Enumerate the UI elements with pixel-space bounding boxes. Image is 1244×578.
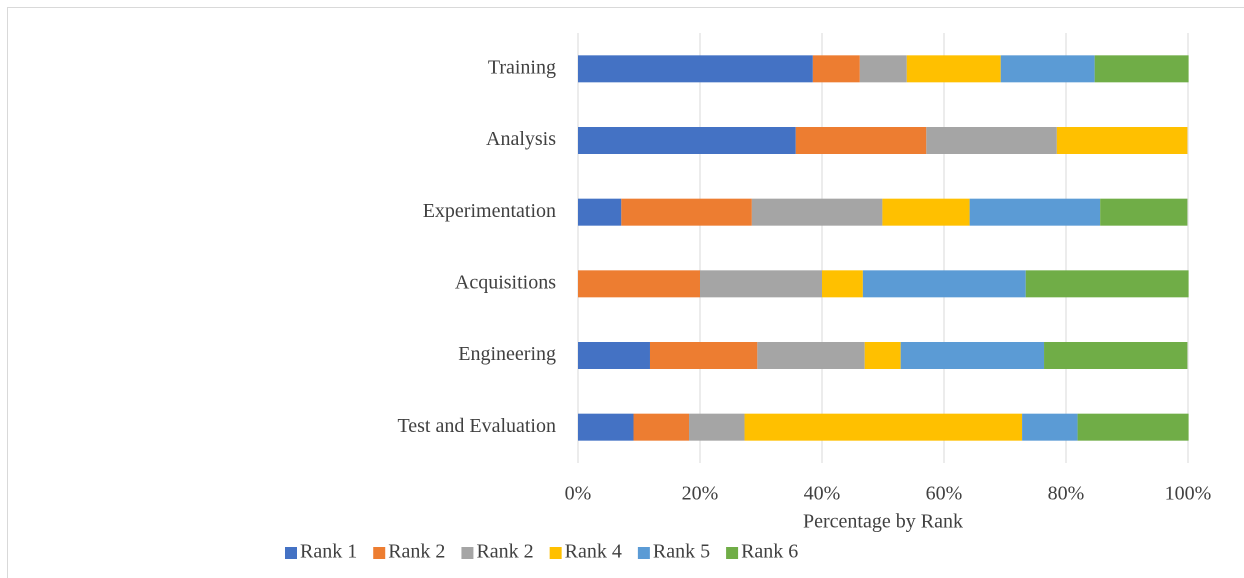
bar-segment	[900, 342, 1045, 369]
bar-segment	[859, 55, 907, 83]
x-tick-label: 20%	[682, 483, 719, 505]
bar-segment	[812, 55, 860, 83]
bar-segment	[969, 198, 1101, 226]
bar-segment	[906, 55, 1001, 83]
y-tick-label: Experimentation	[423, 200, 556, 222]
bar-segment	[822, 270, 863, 298]
bar-segment	[1022, 413, 1078, 441]
y-tick-label: Acquisitions	[455, 271, 556, 293]
y-tick-label: Training	[488, 56, 556, 78]
legend-swatch	[461, 547, 474, 559]
bar-segment	[795, 127, 927, 154]
bar-segment	[744, 413, 1023, 441]
bar-segment	[882, 198, 970, 226]
bar-segment	[1025, 270, 1189, 298]
y-tick-label: Engineering	[458, 343, 556, 365]
bar-segment	[578, 270, 700, 298]
legend-label: Rank 5	[653, 541, 710, 563]
x-tick-label: 100%	[1165, 483, 1212, 505]
bar-segment	[864, 342, 901, 369]
bar-segment	[621, 198, 752, 226]
x-tick-label: 0%	[565, 483, 592, 505]
bar-segment	[1100, 198, 1188, 226]
legend-label: Rank 2	[476, 541, 533, 563]
chart-border	[7, 7, 1244, 578]
legend-label: Rank 6	[741, 541, 798, 563]
bar-segment	[578, 413, 634, 441]
bar-segment	[649, 342, 758, 369]
legend-swatch	[637, 547, 650, 559]
bar-segment	[1056, 127, 1188, 154]
legend-label: Rank 4	[565, 541, 622, 563]
legend-swatch	[549, 547, 562, 559]
x-tick-label: 60%	[926, 483, 963, 505]
y-tick-label: Analysis	[486, 128, 556, 150]
legend-label: Rank 2	[388, 541, 445, 563]
x-axis-label: Percentage by Rank	[803, 511, 963, 533]
bar-segment	[1044, 342, 1188, 369]
x-tick-label: 80%	[1048, 483, 1085, 505]
bar-segment	[751, 198, 883, 226]
legend-swatch	[285, 547, 297, 559]
legend-label: Rank 1	[300, 541, 357, 563]
bar-segment	[689, 413, 745, 441]
bar-segment	[578, 198, 622, 226]
bar-segment	[862, 270, 1026, 298]
bar-segment	[1000, 55, 1095, 83]
bar-segment	[578, 127, 796, 154]
x-tick-label: 40%	[804, 483, 841, 505]
legend-swatch	[373, 547, 386, 559]
bar-segment	[700, 270, 822, 298]
y-tick-label: Test and Evaluation	[397, 415, 556, 437]
bar-segment	[926, 127, 1057, 154]
legend-swatch	[726, 547, 739, 559]
bar-segment	[578, 55, 813, 83]
bar-segment	[1094, 55, 1189, 83]
bar-segment	[1077, 413, 1189, 441]
bar-segment	[757, 342, 865, 369]
bar-segment	[633, 413, 690, 441]
bar-segment	[578, 342, 650, 369]
